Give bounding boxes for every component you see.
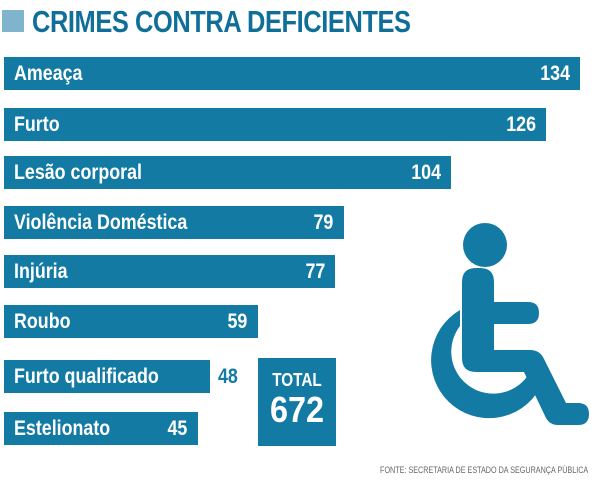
bar-value: 48 <box>218 365 239 388</box>
bar <box>4 305 258 338</box>
bar <box>4 108 546 141</box>
bar-value: 104 <box>411 161 442 184</box>
bar-value: 45 <box>167 417 188 440</box>
title-square <box>2 10 24 32</box>
bar <box>4 255 336 288</box>
total-value: 672 <box>269 389 325 430</box>
wheelchair-icon <box>400 210 590 440</box>
bar <box>4 206 344 239</box>
bar-label: Furto <box>14 113 60 136</box>
bar-value: 126 <box>506 113 536 136</box>
bar-value: 77 <box>305 260 326 283</box>
bar-label: Violência Doméstica <box>14 211 188 234</box>
bar-label: Ameaça <box>14 62 83 85</box>
total-box: TOTAL 672 <box>258 358 336 446</box>
chart-title: CRIMES CONTRA DEFICIENTES <box>32 4 411 39</box>
bar-label: Estelionato <box>14 417 111 440</box>
bar <box>4 412 198 445</box>
bar <box>4 57 581 90</box>
bar <box>4 360 211 393</box>
bar-label: Injúria <box>14 260 68 283</box>
bar-label: Lesão corporal <box>14 161 142 184</box>
bar-label: Roubo <box>14 310 71 333</box>
total-label: TOTAL <box>272 370 322 390</box>
bar <box>4 156 452 189</box>
source-note: FONTE: SECRETARIA DE ESTADO DA SEGURANÇA… <box>379 465 588 475</box>
bar-value: 59 <box>227 310 248 333</box>
bar-label: Furto qualificado <box>14 365 159 388</box>
bar-value: 79 <box>313 211 334 234</box>
bar-value: 134 <box>540 62 571 85</box>
